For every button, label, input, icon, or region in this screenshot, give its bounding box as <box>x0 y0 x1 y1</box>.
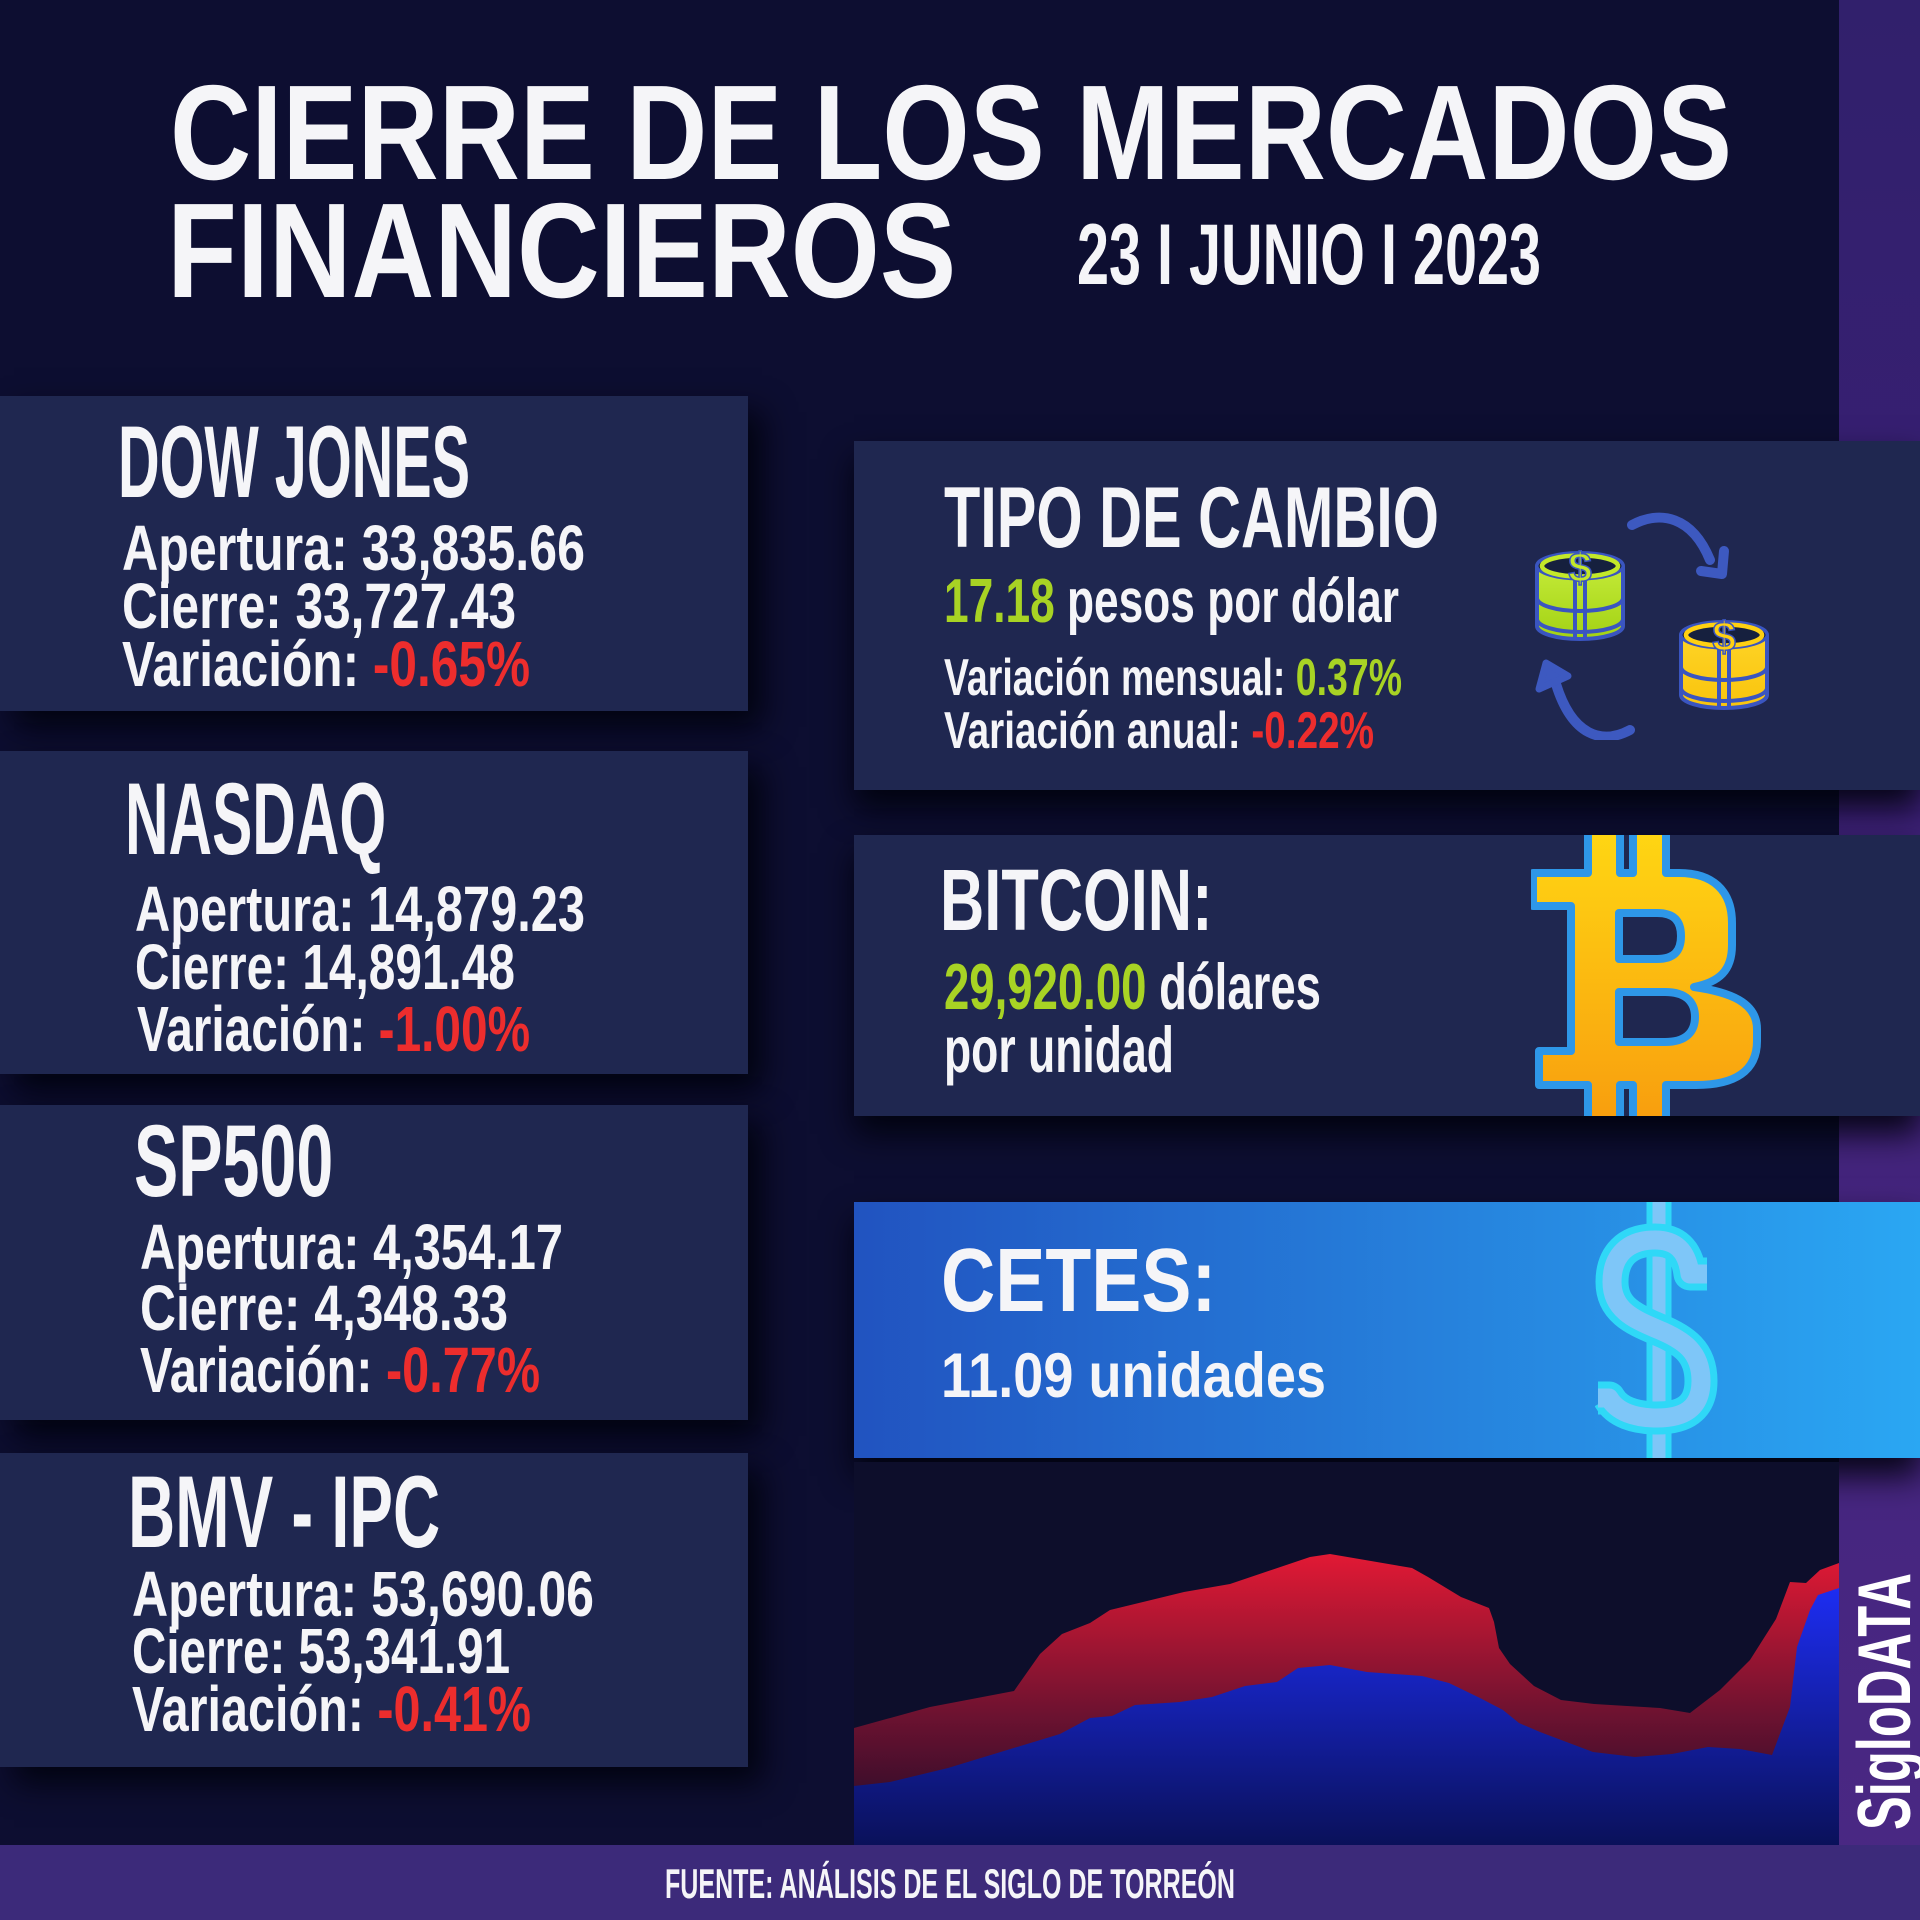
svg-text:$: $ <box>1712 613 1735 660</box>
svg-text:$: $ <box>1568 544 1591 591</box>
